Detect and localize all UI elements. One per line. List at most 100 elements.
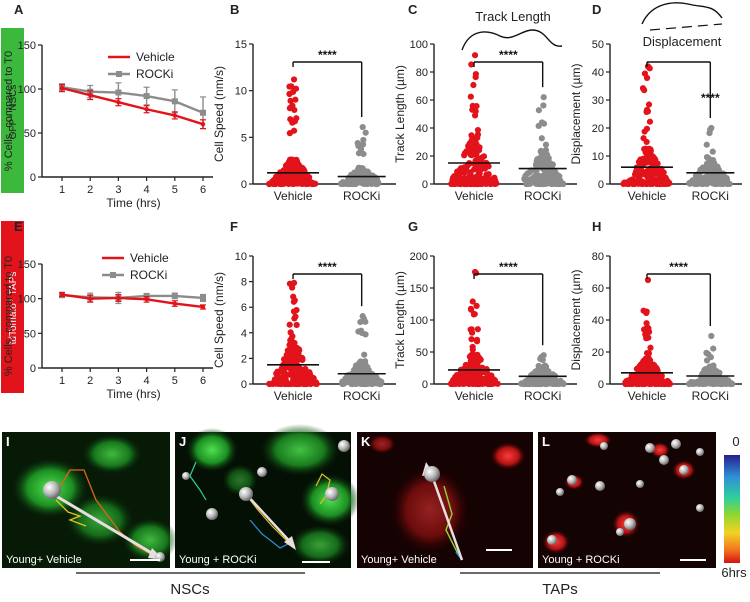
panel-e-vehicle-line: [61, 293, 204, 309]
panel-c-rocki-point: [543, 180, 550, 187]
panel-d-vehicle-point: [660, 177, 667, 185]
panel-g-vehicle-point: [481, 379, 488, 386]
panel-f-rocki-point: [339, 378, 346, 385]
panel-f-y-tick-label: 2: [241, 353, 247, 365]
tap-group-label: TAPs: [542, 581, 578, 598]
panel-h-rocki-point: [710, 380, 717, 387]
panel-h-rocki-point: [716, 369, 723, 376]
panel-f-rocki-point: [365, 367, 372, 374]
panel-d-vehicle-point: [646, 118, 654, 125]
panel-a-vehicle-point: [59, 85, 65, 91]
panel-b-y-tick-label: 0: [241, 179, 247, 191]
displacement-schematic: Displacement: [641, 2, 723, 49]
panel-g-vehicle-point: [474, 326, 481, 333]
panel-f-vehicle-max-point: [290, 279, 298, 286]
panel-f-y-tick-label: 10: [235, 251, 247, 263]
panel-h-vehicle-point: [643, 309, 650, 317]
panel-h-vehicle-point: [643, 373, 650, 380]
panel-a-chart: A 0 50 100 150% Cells, compared to T0 1 2 3 4 5 6 T…: [3, 2, 213, 210]
panel-g-category-label: Vehicle: [455, 389, 494, 403]
panel-c-rocki-point: [549, 180, 557, 188]
panel-b-rocki-point: [357, 168, 364, 175]
panel-d-vehicle-point: [643, 138, 650, 146]
panel-g-vehicle-point: [469, 361, 476, 368]
panel-f-category-label: ROCKi: [343, 389, 380, 403]
panel-b-vehicle-point: [299, 164, 306, 172]
panel-c-rocki-point: [527, 180, 534, 187]
panel-e-vehicle-point: [116, 295, 121, 301]
panel-f-y-tick-label: 8: [241, 277, 247, 289]
panel-b-vehicle-point: [287, 176, 294, 183]
micrograph-i-letter: I: [6, 434, 10, 449]
panel-e-x-tick-label: 1: [59, 375, 65, 387]
panel-a-legend-rocki-marker: [116, 71, 122, 77]
panel-c-y-tick-label: 100: [410, 39, 428, 51]
panel-g-rocki-point: [546, 380, 553, 387]
panel-f-vehicle-point: [293, 344, 301, 351]
time-colorbar: 0 6hrs: [721, 434, 747, 580]
panel-f-vehicle-point: [296, 375, 303, 382]
panel-g-category-label: ROCKi: [524, 389, 561, 403]
panel-b-vehicle-point: [289, 102, 296, 109]
panel-f-rocki-point: [346, 378, 353, 385]
panel-d-y-label: Displacement (µm): [569, 64, 583, 165]
panel-e-y-tick-label: 150: [18, 259, 36, 271]
panel-b-category-label: Vehicle: [274, 189, 313, 203]
panel-g-y-tick-label: 0: [422, 379, 428, 391]
micrograph-j-caption: Young + ROCKi: [179, 554, 257, 566]
panel-f-vehicle-point: [299, 356, 306, 363]
track-length-schematic-label: Track Length: [475, 9, 550, 24]
panel-c-vehicle-point: [474, 134, 481, 141]
panel-f-rocki-point: [358, 327, 365, 334]
panel-a-vehicle-point: [200, 122, 206, 127]
panel-f-letter: F: [230, 219, 238, 234]
panel-a-vehicle-point: [144, 107, 149, 112]
panel-b-vehicle-point: [292, 85, 300, 92]
micrograph-k: K Young+ Vehicle: [357, 432, 533, 568]
panel-d-vehicle-point: [623, 180, 630, 187]
panel-d-rocki-point: [709, 178, 716, 186]
panel-c-vehicle-point: [477, 166, 485, 173]
panel-d-significance-stars: ****: [701, 91, 720, 105]
panel-h-y-tick-label: 20: [592, 347, 604, 359]
panel-d-rocki-point: [697, 180, 704, 187]
panel-b-vehicle-point: [293, 163, 300, 170]
panel-c-rocki-point: [533, 180, 540, 187]
panel-g-rocki-point: [535, 380, 543, 388]
panel-g-rocki-point: [559, 380, 567, 387]
panel-b-vehicle-point: [290, 127, 298, 134]
panel-f-rocki-point: [362, 358, 369, 365]
panel-b-rocki-point: [362, 129, 369, 136]
panel-g-vehicle-point: [468, 329, 476, 336]
panel-h-rocki-point: [716, 380, 724, 387]
panel-f-vehicle-point: [284, 352, 291, 359]
micrograph-l-letter: L: [542, 434, 550, 449]
panel-f-vehicle-point: [283, 357, 290, 364]
panel-h-vehicle-point: [642, 355, 649, 362]
panel-f-vehicle-point: [282, 370, 289, 378]
panel-a-x-label: Time (hrs): [106, 196, 160, 210]
panel-g-vehicle-point: [469, 346, 476, 353]
panel-g-vehicle-point: [467, 376, 474, 383]
displacement-schematic-label: Displacement: [643, 34, 722, 49]
panel-f-y-tick-label: 0: [241, 379, 247, 391]
panel-a-y-tick-label: 150: [18, 40, 36, 52]
panel-g-y-tick-label: 200: [410, 251, 428, 263]
panel-c-letter: C: [408, 2, 418, 17]
panel-e-rocki-point: [200, 294, 206, 301]
panel-g-vehicle-point: [469, 298, 476, 305]
panel-d-rocki-point: [723, 176, 731, 183]
panel-g-rocki-point: [552, 380, 560, 388]
panel-c-rocki-point: [540, 120, 548, 127]
panel-f-vehicle-point: [267, 380, 274, 388]
panel-c-rocki-point: [535, 107, 542, 114]
panel-c-vehicle-point: [480, 153, 488, 160]
panel-c-rocki-point: [537, 154, 544, 161]
panel-d-vehicle-point: [641, 128, 648, 135]
panel-b-rocki-max-point: [359, 123, 366, 131]
panel-g-vehicle-point: [473, 336, 481, 343]
panel-h-y-label: Displacement (µm): [569, 270, 583, 371]
panel-c-vehicle-point: [470, 180, 478, 187]
panel-f-vehicle-point: [289, 333, 296, 340]
